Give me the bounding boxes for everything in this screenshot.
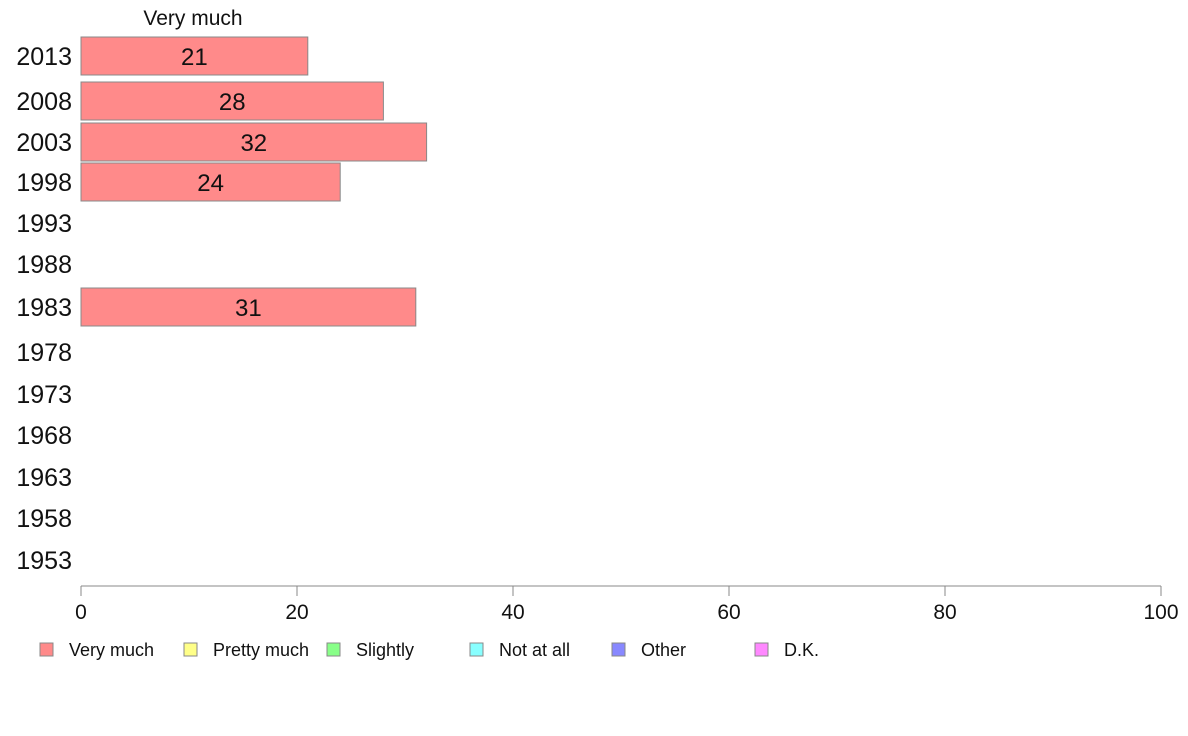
- year-label: 1953: [16, 547, 72, 575]
- year-label: 1978: [16, 339, 72, 367]
- bar-2003: [80, 122, 428, 162]
- legend-label: Slightly: [356, 640, 414, 660]
- legend: Very much Pretty much Slightly Not at all Ot…: [39, 640, 819, 660]
- legend-label: Not at all: [499, 640, 570, 660]
- year-label: 1963: [16, 464, 72, 492]
- year-label: 1993: [16, 210, 72, 238]
- legend-swatch: [183, 642, 198, 657]
- legend-swatch: [754, 642, 769, 657]
- bars-group: 21 28 32 24 31: [80, 36, 428, 327]
- x-tick-label: 60: [717, 601, 740, 624]
- bar-value-label: 31: [235, 295, 262, 322]
- bar-2013: [80, 36, 309, 76]
- bar-value-label: 28: [219, 89, 246, 116]
- year-label: 1988: [16, 251, 72, 279]
- year-labels-group: 2013 2008 2003 1998 1993 1988 1983 1978 1973 1968…: [16, 43, 72, 575]
- legend-label: Pretty much: [213, 640, 309, 660]
- bar-value-label: 21: [181, 44, 208, 71]
- bar-1983: [80, 287, 417, 327]
- bar-value-label: 24: [197, 170, 224, 197]
- bar-2008: [80, 81, 384, 121]
- x-tick-label: 100: [1143, 601, 1178, 624]
- x-tick-label: 40: [501, 601, 524, 624]
- legend-swatch: [611, 642, 626, 657]
- legend-label: Other: [641, 640, 686, 660]
- legend-label: Very much: [69, 640, 154, 660]
- legend-swatch: [326, 642, 341, 657]
- legend-swatch: [469, 642, 484, 657]
- year-label: 1983: [16, 294, 72, 322]
- bar-1998: [80, 162, 341, 202]
- x-ticks-group: 0 20 40 60 80 100: [75, 586, 1179, 624]
- year-label: 1958: [16, 505, 72, 533]
- year-label: 2008: [16, 88, 72, 116]
- year-label: 2013: [16, 43, 72, 71]
- legend-label: D.K.: [784, 640, 819, 660]
- x-tick-label: 0: [75, 601, 87, 624]
- x-tick-label: 80: [933, 601, 956, 624]
- year-label: 1973: [16, 381, 72, 409]
- year-label: 1968: [16, 422, 72, 450]
- bar-value-label: 32: [240, 130, 267, 157]
- legend-swatch: [39, 642, 54, 657]
- x-tick-label: 20: [285, 601, 308, 624]
- year-label: 1998: [16, 169, 72, 197]
- series-header: Very much: [143, 7, 242, 30]
- year-label: 2003: [16, 129, 72, 157]
